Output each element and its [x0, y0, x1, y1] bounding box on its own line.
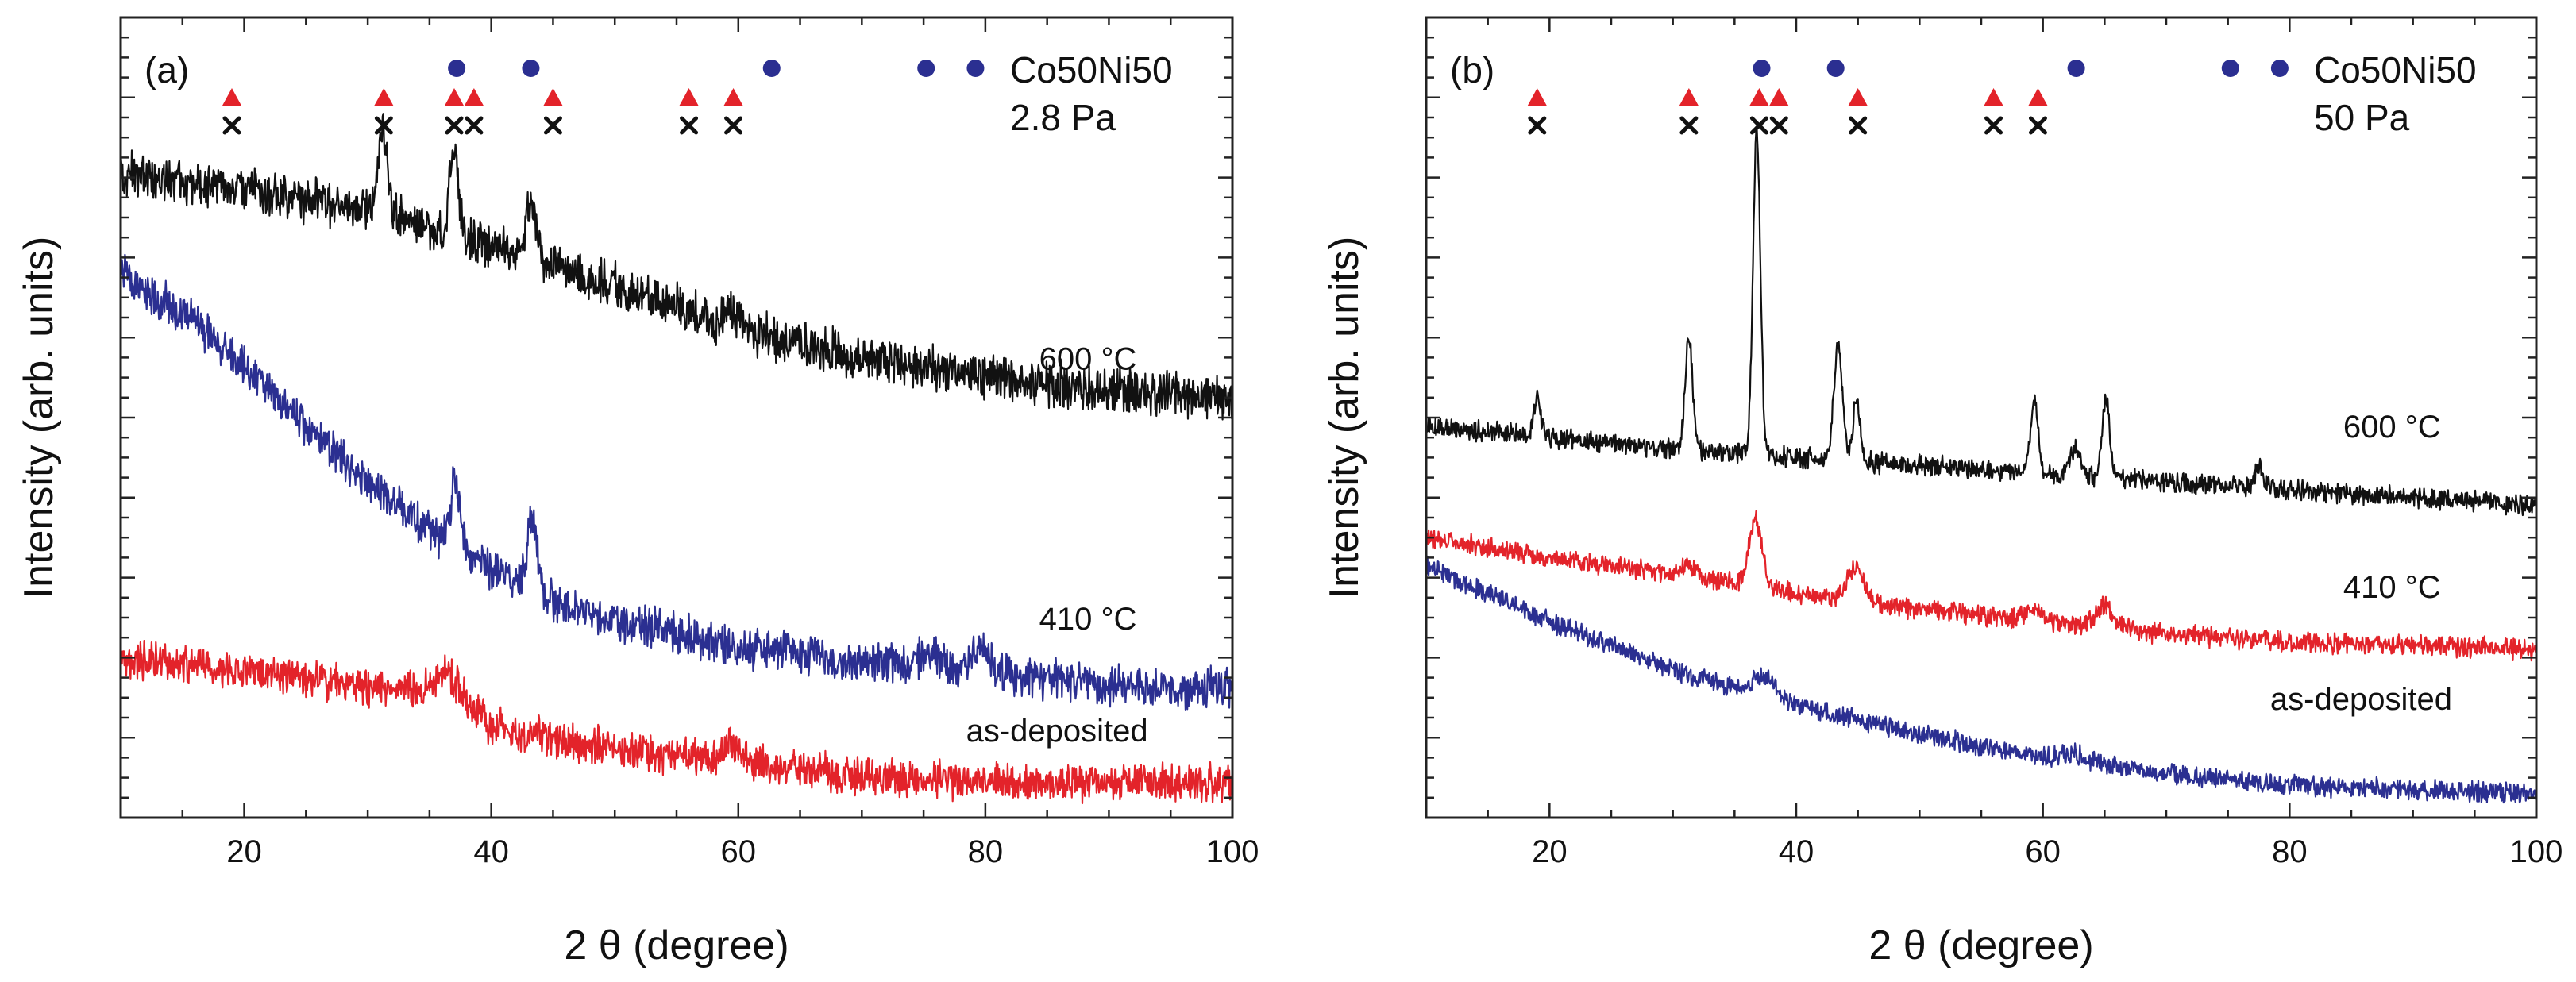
phase-triangle-marker: [222, 88, 241, 106]
x-tick-label: 100: [1206, 834, 1259, 869]
x-tick-label: 100: [2510, 834, 2563, 869]
series-line-as-deposited: [121, 640, 1232, 805]
panel-label: (a): [145, 49, 189, 90]
phase-triangle-marker: [1848, 88, 1868, 106]
phase-triangle-marker: [374, 88, 394, 106]
x-axis-title-main: 2: [564, 922, 598, 969]
x-tick-label: 60: [721, 834, 757, 869]
phase-cross-marker: [1769, 116, 1788, 135]
phase-triangle-marker: [464, 88, 484, 106]
legend-line: 2.8 Pa: [1010, 97, 1116, 138]
phase-cross-marker: [465, 116, 484, 135]
series-label: as-deposited: [2270, 682, 2452, 717]
y-axis-title: Intensity (arb. units): [1321, 237, 1367, 599]
phase-triangle-marker: [1679, 88, 1699, 106]
x-axis-title-main: 2: [1868, 922, 1903, 969]
phase-circle-marker: [966, 60, 985, 77]
panel-a: 600 °C 410 °C as-deposited 20 40 60 80 100 2 θ (…: [16, 16, 1259, 969]
phase-triangle-marker: [1769, 88, 1789, 106]
phase-triangle-marker: [1527, 88, 1547, 106]
x-tick-label: 20: [1532, 834, 1568, 869]
phase-circle-marker: [762, 60, 781, 77]
phase-circle-marker: [522, 60, 540, 77]
panel-label: (b): [1450, 49, 1494, 90]
panel-b: 600 °C 410 °C as-deposited 20 40 60 80 100 2 θ (…: [1321, 16, 2563, 969]
phase-cross-marker: [374, 116, 393, 135]
phase-cross-marker: [680, 116, 699, 135]
phase-triangle-marker: [445, 88, 464, 106]
legend-line: Co50Ni50: [2314, 49, 2477, 90]
y-axis-title: Intensity (arb. units): [16, 237, 62, 599]
series-line-410-c: [121, 253, 1232, 711]
phase-triangle-marker: [543, 88, 563, 106]
phase-cross-marker: [1849, 116, 1868, 135]
series-label: 600 °C: [2343, 410, 2441, 445]
series-label: 410 °C: [1039, 602, 1137, 637]
x-tick-label: 40: [473, 834, 509, 869]
x-tick-label: 20: [226, 834, 262, 869]
series-line-410-c: [1426, 510, 2536, 662]
x-axis-title-theta: θ: [1903, 922, 1926, 969]
phase-cross-marker: [724, 116, 743, 135]
phase-circle-marker: [2221, 60, 2239, 77]
x-axis-title-theta: θ: [599, 922, 622, 969]
phase-cross-marker: [1528, 116, 1547, 135]
series-line-as-deposited: [1426, 555, 2536, 804]
series-line-600-c: [121, 113, 1232, 421]
phase-triangle-marker: [723, 88, 743, 106]
series-label: as-deposited: [966, 714, 1148, 749]
x-axis-title-unit: (degree): [1926, 922, 2094, 969]
phase-cross-marker: [445, 116, 464, 135]
phase-cross-marker: [1984, 116, 2003, 135]
phase-triangle-marker: [679, 88, 699, 106]
phase-cross-marker: [1749, 116, 1768, 135]
series-label: 410 °C: [2343, 570, 2441, 605]
series-line-600-c: [1426, 125, 2536, 517]
x-axis-title: 2 θ (degree): [564, 922, 789, 969]
phase-circle-marker: [1826, 60, 1845, 77]
phase-triangle-marker: [1984, 88, 2003, 106]
phase-circle-marker: [1753, 60, 1771, 77]
x-axis-title: 2 θ (degree): [1868, 922, 2093, 969]
legend-line: Co50Ni50: [1010, 49, 1173, 90]
phase-triangle-marker: [2028, 88, 2048, 106]
phase-circle-marker: [917, 60, 935, 77]
x-tick-label: 40: [1779, 834, 1814, 869]
phase-cross-marker: [222, 116, 241, 135]
phase-triangle-marker: [1749, 88, 1769, 106]
phase-cross-marker: [1679, 116, 1699, 135]
x-tick-label: 80: [968, 834, 1004, 869]
phase-circle-marker: [2067, 60, 2085, 77]
series-label: 600 °C: [1039, 342, 1137, 377]
phase-circle-marker: [2270, 60, 2289, 77]
phase-cross-marker: [543, 116, 562, 135]
phase-cross-marker: [2028, 116, 2047, 135]
legend-line: 50 Pa: [2314, 97, 2410, 138]
x-tick-label: 60: [2025, 834, 2061, 869]
x-tick-label: 80: [2272, 834, 2308, 869]
x-axis-title-unit: (degree): [622, 922, 789, 969]
phase-circle-marker: [448, 60, 466, 77]
